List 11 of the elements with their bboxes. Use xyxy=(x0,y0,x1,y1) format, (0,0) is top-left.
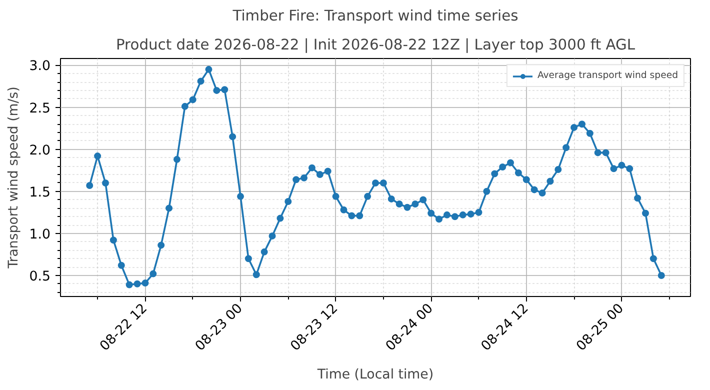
y-axis-title: Transport wind speed (m/s) xyxy=(6,86,22,270)
legend-label: Average transport wind speed xyxy=(537,70,678,81)
chart-subtitle: Product date 2026-08-22 | Init 2026-08-22 12Z | Layer top 3000 ft AGL xyxy=(116,36,636,54)
y-tick-label: 0.5 xyxy=(29,269,51,284)
y-tick-label: 2.0 xyxy=(29,143,51,158)
chart-title: Timber Fire: Transport wind time series xyxy=(232,8,518,24)
y-tick-label: 3.0 xyxy=(29,59,51,74)
x-axis-title: Time (Local time) xyxy=(316,367,434,382)
y-tick-label: 1.5 xyxy=(29,185,51,200)
y-tick-label: 2.5 xyxy=(29,101,51,116)
y-tick-label: 1.0 xyxy=(29,227,51,242)
